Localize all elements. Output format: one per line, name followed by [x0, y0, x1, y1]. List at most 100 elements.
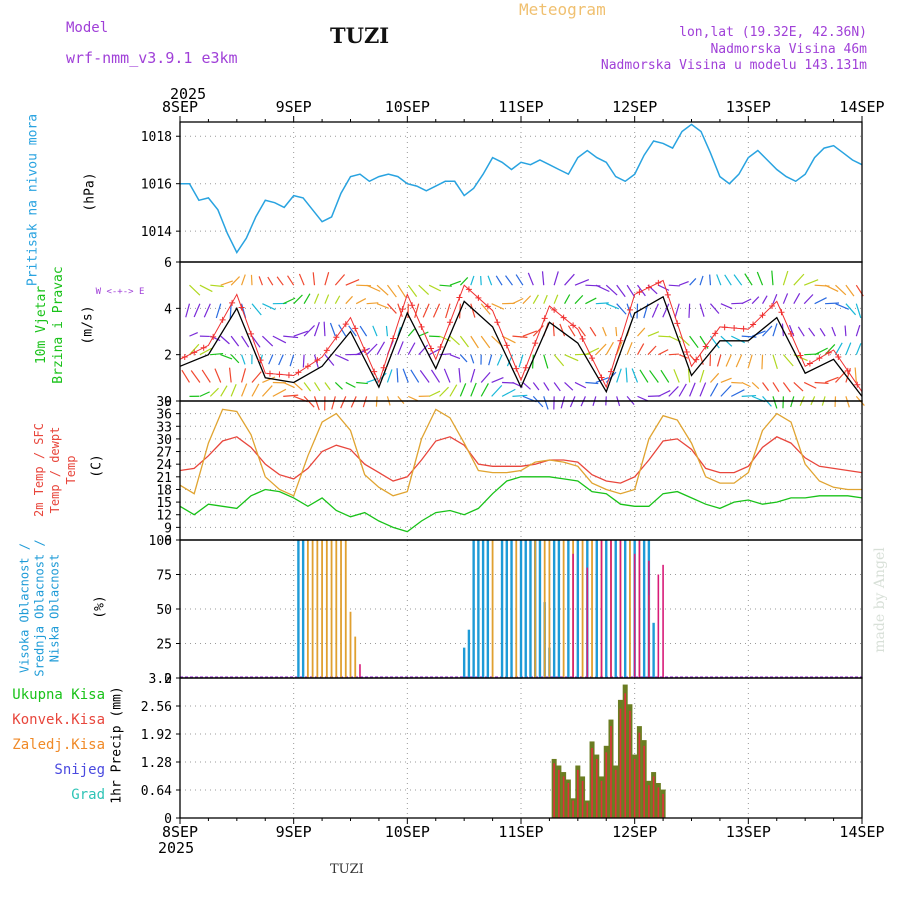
- wind-direction-arrow: [440, 387, 449, 396]
- wind-direction-arrow: [742, 382, 751, 386]
- wind-direction-arrow: [742, 396, 756, 397]
- mid-cloud-bar: [492, 540, 494, 678]
- wind-direction-arrow: [189, 333, 197, 337]
- wind-direction-arrow: [315, 322, 320, 336]
- wind-direction-arrow: [731, 336, 744, 343]
- wind-direction-arrow: [283, 395, 298, 396]
- wind-direction-arrow: [252, 384, 259, 396]
- wind-gust-marker: [646, 284, 652, 290]
- wind-direction-arrow: [303, 355, 304, 368]
- wind-direction-arrow: [606, 342, 613, 354]
- mid-cloud-bar: [331, 540, 333, 678]
- wind-gust-marker: [580, 336, 586, 342]
- wind-direction-arrow: [242, 384, 247, 397]
- wind-direction-arrow: [846, 285, 854, 296]
- wind-direction-arrow: [544, 382, 549, 390]
- elevation-label: Nadmorska Visina 46m: [710, 42, 867, 57]
- mid-cloud-bar: [515, 540, 517, 678]
- y-tick-label: 0.64: [141, 784, 172, 799]
- wind-direction-arrow: [481, 372, 490, 382]
- mid-cloud-bar: [354, 637, 356, 678]
- wind-direction-arrow: [356, 299, 366, 304]
- wind-direction-arrow: [450, 355, 460, 359]
- wind-direction-arrow: [710, 383, 717, 396]
- y-tick-label: 1014: [141, 225, 172, 240]
- wind-direction-arrow: [189, 285, 199, 295]
- wind-direction-arrow: [512, 395, 527, 396]
- wind-gust-marker: [276, 371, 282, 377]
- wind-direction-arrow: [832, 327, 836, 336]
- wind-direction-arrow: [717, 355, 720, 367]
- wind-direction-arrow: [262, 386, 272, 397]
- wind-direction-arrow: [221, 386, 227, 397]
- wind-direction-arrow: [794, 274, 804, 285]
- wind-direction-arrow: [561, 396, 564, 408]
- wind-gust-marker: [428, 345, 434, 351]
- wind-direction-arrow: [554, 295, 558, 304]
- wind-direction-arrow: [497, 355, 502, 366]
- y-tick-label: 39: [156, 395, 172, 410]
- wind-speed-line: [180, 297, 862, 397]
- precip-conv-bar: [658, 787, 660, 818]
- precip-conv-bar: [568, 783, 570, 818]
- wind-gust-marker: [589, 355, 595, 361]
- wind-direction-arrow: [242, 355, 245, 365]
- wind-direction-arrow: [617, 369, 622, 383]
- high-cloud-bar: [567, 540, 569, 678]
- wind-direction-arrow: [471, 276, 474, 285]
- wind-direction-arrow: [752, 382, 759, 388]
- wind-direction-arrow: [450, 385, 457, 397]
- wind-direction-arrow: [346, 382, 356, 387]
- top-year: 2025: [170, 85, 206, 103]
- wind-direction-arrow: [433, 304, 439, 318]
- wind-direction-arrow: [809, 328, 815, 336]
- cloud-unit: (%): [93, 595, 108, 618]
- wind-direction-arrow: [252, 336, 260, 347]
- wind-direction-arrow: [783, 355, 793, 366]
- wind-compass: W <-+-> E: [96, 287, 145, 297]
- wind-gust-marker: [437, 344, 443, 350]
- wind-direction-arrow: [731, 303, 742, 304]
- wind-direction-arrow: [763, 382, 769, 390]
- precip-conv-bar: [648, 785, 650, 818]
- wind-direction-arrow: [700, 276, 703, 285]
- high-cloud-bar: [472, 540, 474, 678]
- wind-direction-arrow: [251, 275, 252, 285]
- wind-direction-arrow: [606, 285, 617, 295]
- wind-direction-arrow: [488, 276, 492, 285]
- legend-frz-rain: Zaledj.Kisa: [12, 737, 105, 753]
- top-time-label: 12SEP: [612, 98, 657, 116]
- wind-direction-arrow: [721, 304, 732, 309]
- y-tick-label: 75: [156, 569, 172, 584]
- wind-direction-arrow: [200, 285, 212, 291]
- wind-direction-arrow: [638, 344, 644, 355]
- wind-direction-arrow: [360, 326, 367, 336]
- wind-direction-arrow: [669, 285, 680, 286]
- precip-conv-bar: [639, 733, 641, 818]
- y-tick-label: 4: [164, 302, 172, 317]
- wind-direction-arrow: [658, 391, 670, 397]
- wind-direction-arrow: [528, 273, 533, 285]
- wind-direction-arrow: [397, 368, 398, 382]
- wind-gust-marker: [504, 342, 510, 348]
- wind-direction-arrow: [512, 336, 527, 337]
- y-tick-label: 1.28: [141, 756, 172, 771]
- wind-direction-arrow: [542, 271, 543, 285]
- meteogram-title: Meteogram: [519, 0, 606, 19]
- wind-title: 10m Vjetar Brzina i Pravac: [33, 260, 67, 390]
- wind-direction-arrow: [675, 304, 679, 318]
- mid-cloud-bar: [316, 540, 318, 678]
- mid-cloud-bar: [345, 540, 347, 678]
- wind-direction-arrow: [710, 275, 711, 286]
- wind-direction-arrow: [700, 383, 706, 397]
- wind-direction-arrow: [554, 271, 558, 285]
- wind-direction-arrow: [603, 327, 607, 336]
- wind-direction-arrow: [856, 325, 859, 336]
- wind-direction-arrow: [725, 275, 732, 285]
- wind-direction-arrow: [315, 396, 320, 410]
- precip-conv-bar: [563, 776, 565, 818]
- precip-conv-bar: [615, 770, 617, 818]
- wind-gust-marker: [655, 280, 661, 286]
- mid-cloud-bar: [591, 540, 593, 678]
- wind-direction-arrow: [575, 354, 590, 355]
